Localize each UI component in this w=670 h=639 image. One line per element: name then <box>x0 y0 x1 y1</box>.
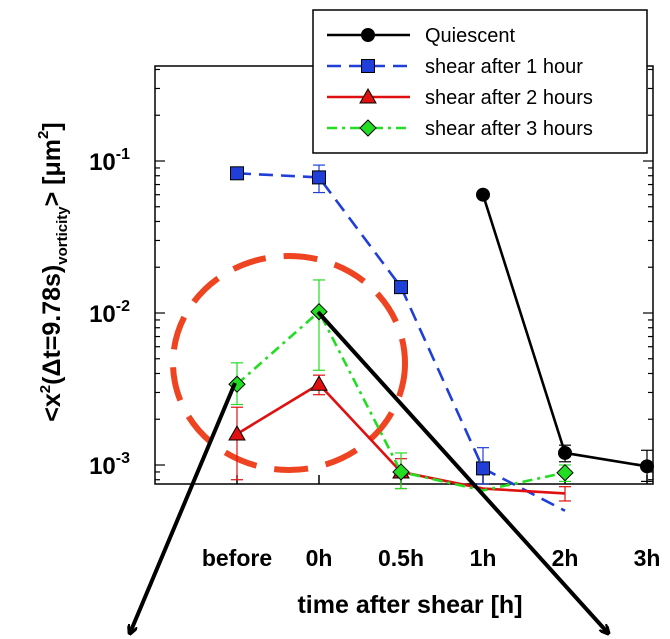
x-tick-label: 0h <box>306 545 333 571</box>
legend: Quiescent shear after 1 hour shear after 2… <box>312 9 648 154</box>
x-tick-label: 2h <box>552 545 579 571</box>
series-1 <box>476 187 654 483</box>
legend-label: shear after 2 hours <box>425 87 593 109</box>
legend-item: shear after 2 hours <box>327 87 593 109</box>
data-point <box>476 461 490 476</box>
legend-label: shear after 3 hours <box>425 118 593 140</box>
y-tick-label: 10-1 <box>89 146 130 176</box>
data-point <box>228 424 246 441</box>
series-2 <box>230 164 566 512</box>
data-point <box>392 463 410 481</box>
data-point <box>310 375 328 391</box>
x-tick-labels: before 0h 0.5h 1h 2h 3h <box>202 545 661 571</box>
series-line <box>236 309 566 492</box>
y-tick-label: 10-3 <box>89 450 130 480</box>
legend-item: Quiescent <box>327 25 515 47</box>
x-tick-label: 0.5h <box>378 545 424 571</box>
x-tick-label: before <box>202 545 272 571</box>
legend-label: Quiescent <box>425 25 515 47</box>
legend-marker <box>361 28 375 42</box>
arrow-right <box>316 310 608 633</box>
legend-marker <box>361 59 375 73</box>
legend-label: shear after 1 hour <box>425 56 583 78</box>
data-point <box>394 280 408 295</box>
legend-marker <box>359 87 377 104</box>
y-tick-labels: 10-1 10-2 10-3 <box>89 146 130 480</box>
x-tick-label: 3h <box>634 545 661 571</box>
y-tick-label: 10-2 <box>89 298 130 328</box>
data-point <box>312 170 326 185</box>
x-tick-label: 1h <box>470 545 497 571</box>
data-point <box>640 459 654 474</box>
data-point <box>230 166 244 181</box>
legend-item: shear after 3 hours <box>327 118 593 140</box>
series-line <box>236 172 566 512</box>
data-point <box>558 445 572 460</box>
arrow-left <box>130 382 237 633</box>
data-point <box>476 187 490 202</box>
series-layer <box>228 164 654 512</box>
x-axis-label: time after shear [h] <box>297 591 522 619</box>
y-axis-label: <x2(Δt=9.78s)vorticity> [μm2] <box>35 122 71 421</box>
legend-item: shear after 1 hour <box>327 56 583 78</box>
highlight-circle <box>170 253 408 473</box>
data-point <box>556 463 574 482</box>
legend-marker <box>359 119 377 137</box>
